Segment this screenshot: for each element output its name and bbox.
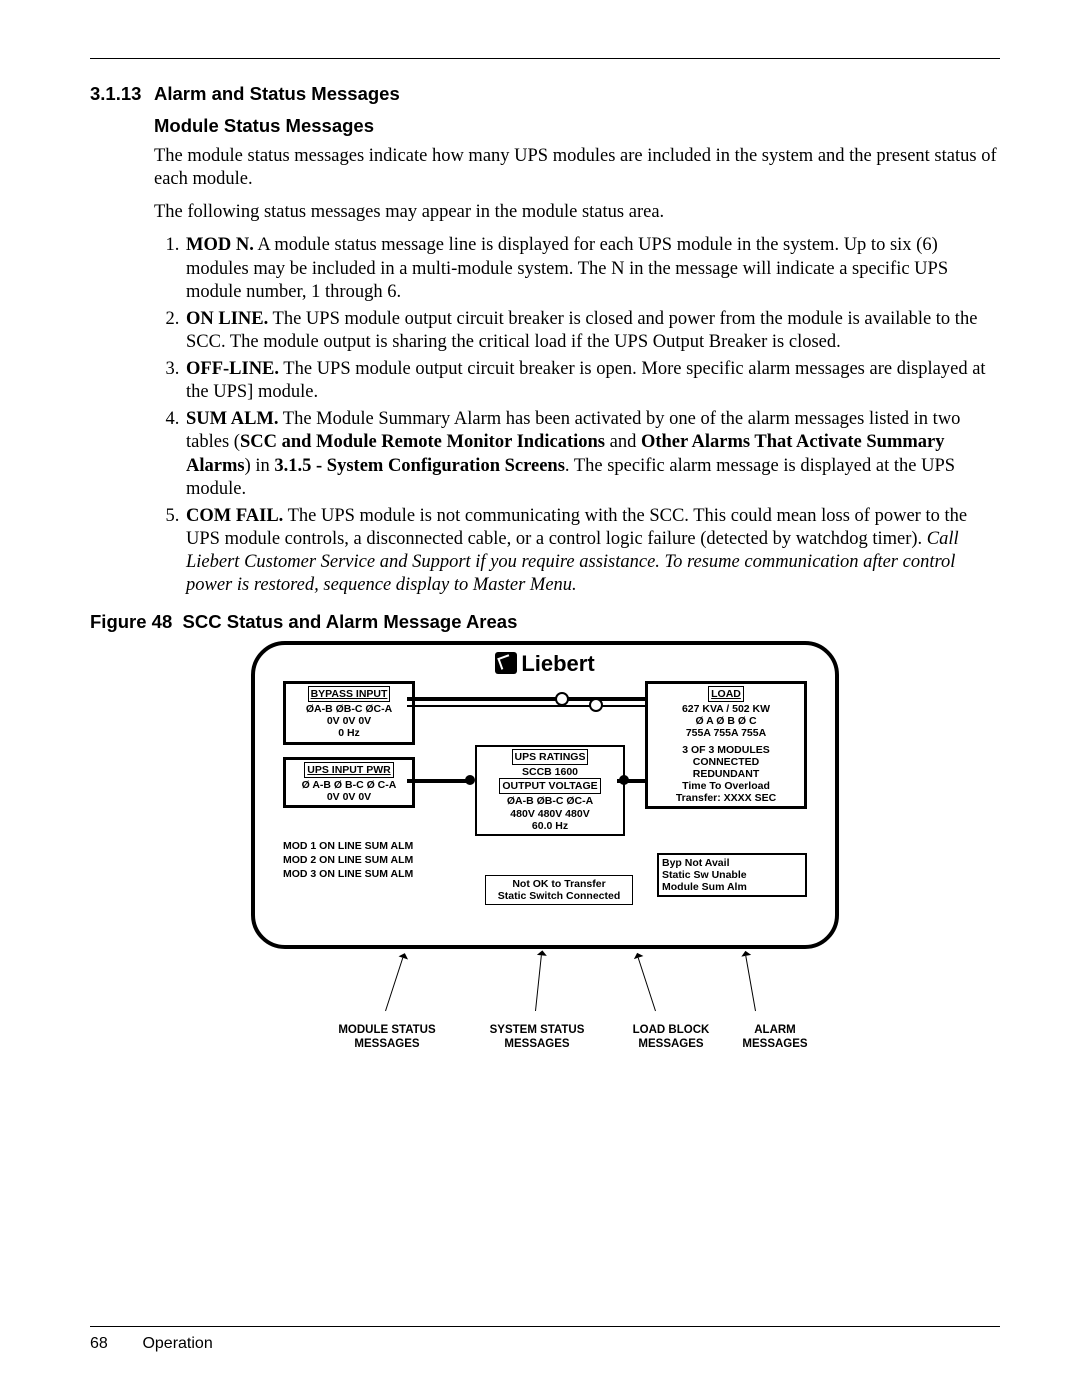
text: The UPS module is not communicating with… [186, 506, 967, 549]
value: REDUNDANT [651, 768, 801, 780]
text: MESSAGES [715, 1038, 835, 1052]
node-icon [589, 698, 603, 712]
value: Not OK to Transfer [489, 878, 629, 890]
connector-line [407, 697, 647, 701]
value: 755A 755A 755A [651, 727, 801, 739]
term: OFF-LINE. [186, 359, 279, 379]
bypass-input-box: BYPASS INPUT ØA-B ØB-C ØC-A 0V 0V 0V 0 H… [283, 681, 415, 744]
text: ) in [245, 456, 275, 476]
text: and [605, 432, 641, 452]
figure-callouts: MODULE STATUS MESSAGES SYSTEM STATUS MES… [245, 949, 845, 1059]
value: Module Sum Alm [662, 881, 802, 893]
value: 60.0 Hz [480, 820, 620, 832]
ups-input-box: UPS INPUT PWR Ø A-B Ø B-C Ø C-A 0V 0V 0V [283, 757, 415, 808]
arrow-icon [385, 958, 403, 1012]
value: SCCB 1600 [480, 766, 620, 778]
connector-line [407, 779, 473, 783]
value: Byp Not Avail [662, 857, 802, 869]
value: ØA-B ØB-C ØC-A [480, 795, 620, 807]
value: Static Switch Connected [489, 890, 629, 902]
node-icon [555, 692, 569, 706]
value: 0 Hz [289, 727, 409, 739]
value: Static Sw Unable [662, 869, 802, 881]
arrow-icon [745, 956, 756, 1011]
text: SYSTEM STATUS [477, 1024, 597, 1038]
footer-section: Operation [142, 1335, 212, 1352]
value: 627 KVA / 502 KW [651, 703, 801, 715]
figure-scc-screen: Liebert BYPASS INPUT ØA-B ØB-C ØC-A 0V 0… [245, 641, 845, 1059]
text: The UPS module output circuit breaker is… [186, 359, 986, 402]
connector-line [407, 705, 647, 707]
label: LOAD [708, 686, 744, 702]
page-number: 68 [90, 1335, 138, 1353]
text: The UPS module output circuit breaker is… [186, 309, 977, 352]
callout-label: ALARM MESSAGES [715, 1024, 835, 1052]
arrow-icon [535, 956, 542, 1012]
list-item: COM FAIL. The UPS module is not communic… [184, 505, 1000, 598]
brand-text: Liebert [521, 651, 594, 676]
text: MESSAGES [611, 1038, 731, 1052]
text: LOAD BLOCK [611, 1024, 731, 1038]
label: UPS INPUT PWR [304, 762, 393, 778]
callout-label: MODULE STATUS MESSAGES [327, 1024, 447, 1052]
page-footer: 68 Operation [90, 1326, 1000, 1353]
alarm-messages-box: Byp Not Avail Static Sw Unable Module Su… [657, 853, 807, 897]
section-heading: 3.1.13Alarm and Status Messages [90, 83, 1000, 105]
text: MODULE STATUS [327, 1024, 447, 1038]
text: MESSAGES [327, 1038, 447, 1052]
term: COM FAIL. [186, 506, 283, 526]
value: Transfer: XXXX SEC [651, 792, 801, 804]
value: ØA-B ØB-C ØC-A [289, 703, 409, 715]
value: 0V 0V 0V [289, 791, 409, 803]
callout-label: SYSTEM STATUS MESSAGES [477, 1024, 597, 1052]
term: ON LINE. [186, 309, 268, 329]
value: 0V 0V 0V [289, 715, 409, 727]
value: Ø A Ø B Ø C [651, 715, 801, 727]
list-item: SUM ALM. The Module Summary Alarm has be… [184, 408, 1000, 501]
subsection-heading: Module Status Messages [154, 115, 1000, 137]
bold: SCC and Module Remote Monitor Indication… [240, 432, 605, 452]
figure-title: SCC Status and Alarm Message Areas [183, 611, 518, 632]
term: MOD N. [186, 235, 254, 255]
system-status-box: Not OK to Transfer Static Switch Connect… [485, 875, 633, 905]
module-status-line: MOD 1 ON LINE SUM ALM [283, 840, 413, 852]
module-status-line: MOD 3 ON LINE SUM ALM [283, 868, 413, 880]
label: UPS RATINGS [512, 749, 589, 765]
term: SUM ALM. [186, 409, 279, 429]
value: Ø A-B Ø B-C Ø C-A [289, 779, 409, 791]
paragraph-intro-1: The module status messages indicate how … [154, 145, 1000, 191]
label: OUTPUT VOLTAGE [499, 778, 600, 794]
node-icon [619, 775, 629, 785]
paragraph-intro-2: The following status messages may appear… [154, 201, 1000, 224]
bold: 3.1.5 - System Configuration Screens [274, 456, 565, 476]
text: MESSAGES [477, 1038, 597, 1052]
text: ALARM [715, 1024, 835, 1038]
node-icon [465, 775, 475, 785]
section-title: Alarm and Status Messages [154, 83, 400, 104]
label: BYPASS INPUT [308, 686, 391, 702]
module-status-line: MOD 2 ON LINE SUM ALM [283, 854, 413, 866]
section-number: 3.1.13 [90, 83, 154, 105]
status-list: MOD N. A module status message line is d… [154, 234, 1000, 597]
list-item: MOD N. A module status message line is d… [184, 234, 1000, 303]
value: CONNECTED [651, 756, 801, 768]
value: Time To Overload [651, 780, 801, 792]
text: A module status message line is displaye… [186, 235, 948, 301]
arrow-icon [638, 958, 656, 1012]
center-output-box: UPS RATINGS SCCB 1600 OUTPUT VOLTAGE ØA-… [475, 745, 625, 835]
list-item: ON LINE. The UPS module output circuit b… [184, 308, 1000, 354]
load-box: LOAD 627 KVA / 502 KW Ø A Ø B Ø C 755A 7… [645, 681, 807, 809]
list-item: OFF-LINE. The UPS module output circuit … [184, 358, 1000, 404]
brand-label: Liebert [255, 651, 835, 677]
figure-number: Figure 48 [90, 611, 172, 632]
brand-icon [495, 652, 517, 674]
figure-caption: Figure 48 SCC Status and Alarm Message A… [90, 611, 1000, 633]
value: 3 OF 3 MODULES [651, 744, 801, 756]
value: 480V 480V 480V [480, 808, 620, 820]
callout-label: LOAD BLOCK MESSAGES [611, 1024, 731, 1052]
